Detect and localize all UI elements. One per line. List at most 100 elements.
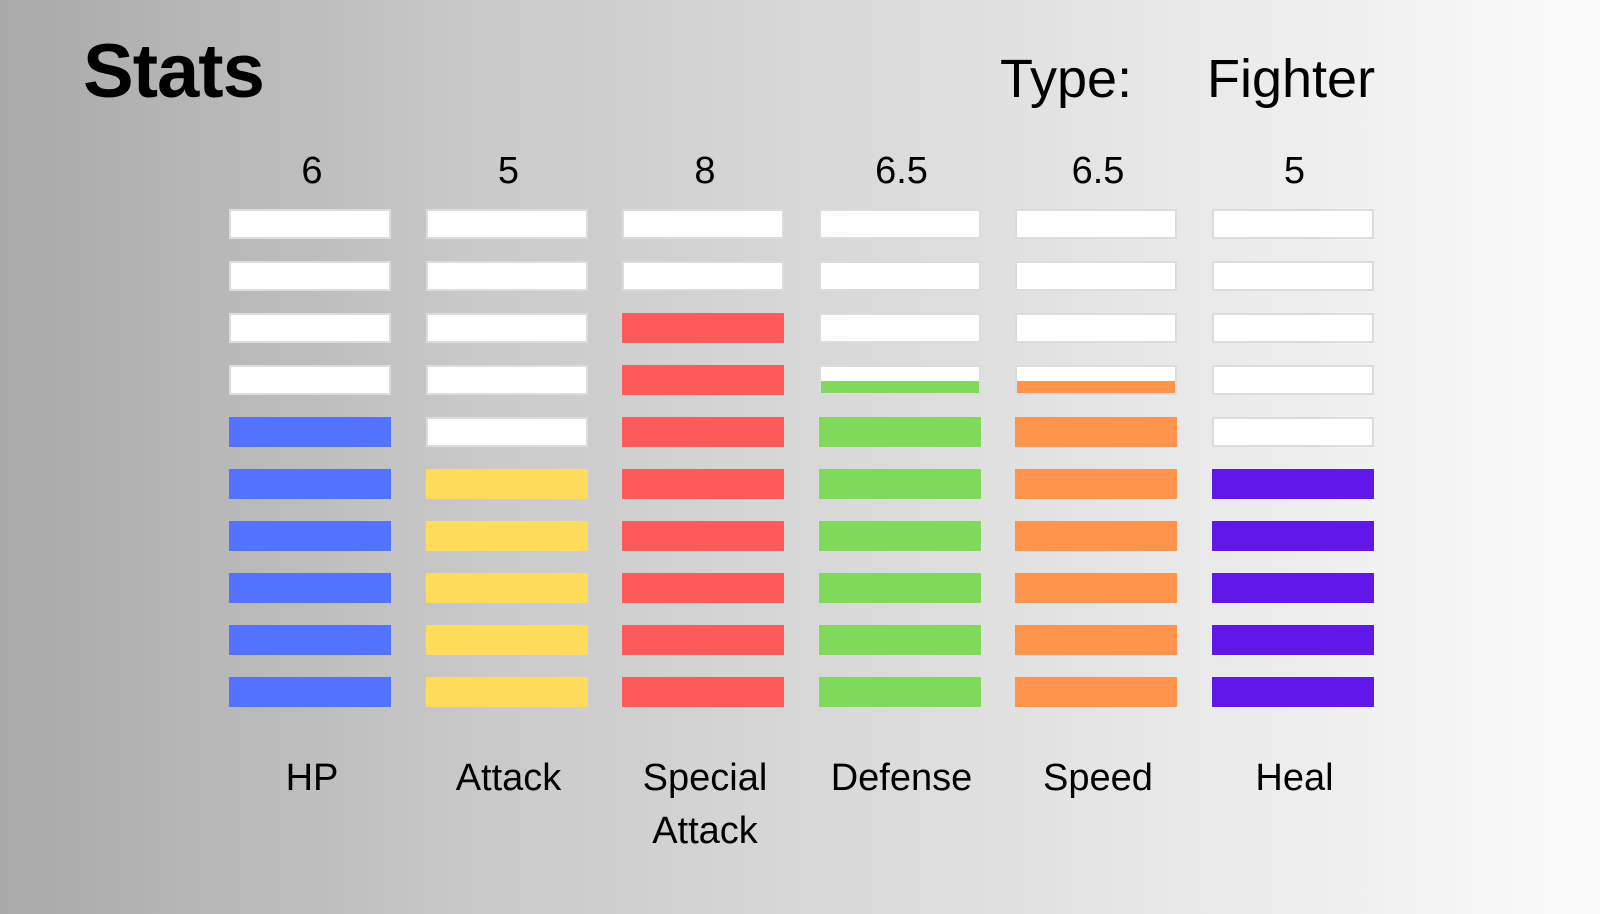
stat-segment (229, 677, 391, 707)
page-title: Stats (83, 29, 265, 114)
stat-segment-fill (427, 627, 586, 653)
stat-value-hp: 6 (301, 150, 323, 192)
stat-segment-fill (820, 523, 979, 549)
stat-segment (622, 365, 784, 395)
stat-segment (1015, 365, 1177, 395)
stat-segment-fill (1017, 575, 1175, 601)
stat-segment-fill (1017, 381, 1175, 393)
stat-segment (229, 469, 391, 499)
stat-segment (425, 313, 588, 343)
stat-segment-fill (231, 523, 389, 549)
stat-segment (818, 677, 981, 707)
stat-segment (1211, 521, 1374, 551)
stat-value-heal: 5 (1283, 150, 1306, 192)
stat-label-hp: HP (285, 757, 339, 799)
stat-segment-fill (1213, 627, 1372, 653)
stat-segment (622, 573, 784, 603)
stat-segment (229, 573, 391, 603)
stat-label-defense: Defense (830, 757, 973, 799)
stat-segment-fill (820, 419, 979, 445)
stat-segment (425, 209, 588, 239)
stat-segment-fill (231, 419, 389, 445)
stat-segment (818, 573, 981, 603)
stat-segment (622, 677, 784, 707)
type-label: Type: (1000, 49, 1133, 109)
stat-segment-fill (1017, 679, 1175, 705)
stat-value-speed: 6.5 (1071, 150, 1125, 192)
stat-segment-fill (427, 679, 586, 705)
stat-segment (818, 625, 981, 655)
stat-segment (229, 521, 391, 551)
stat-segment (229, 625, 391, 655)
stat-segment (229, 209, 391, 239)
stat-value-attack: 5 (497, 150, 520, 192)
stat-segment (425, 521, 588, 551)
stat-segment (1015, 469, 1177, 499)
stat-segment-fill (231, 679, 389, 705)
stat-segment (818, 261, 981, 291)
stat-segment-fill (820, 471, 979, 497)
stat-segment (622, 261, 784, 291)
stat-segment-fill (624, 679, 782, 705)
stat-segment (1211, 573, 1374, 603)
stat-segment (229, 261, 391, 291)
stat-segment-fill (624, 419, 782, 445)
stat-segment-fill (1017, 627, 1175, 653)
stat-segment-fill (820, 679, 979, 705)
stat-segment-fill (820, 627, 979, 653)
stat-segment (425, 417, 588, 447)
stat-segment-fill (427, 575, 586, 601)
stat-segment (1015, 313, 1177, 343)
stat-segment-fill (624, 523, 782, 549)
stat-segment (622, 417, 784, 447)
stat-segment (818, 365, 981, 395)
stat-segment (622, 313, 784, 343)
stat-segment-fill (1213, 679, 1372, 705)
stat-segment (1015, 625, 1177, 655)
stat-segment-fill (624, 575, 782, 601)
stat-segment (818, 521, 981, 551)
stat-segment (425, 261, 588, 291)
stat-segment-fill (1213, 575, 1372, 601)
stat-segment (622, 521, 784, 551)
stat-segment (818, 209, 981, 239)
stat-segment (1015, 521, 1177, 551)
stat-label-speed: Speed (1043, 757, 1153, 799)
stat-segment (1015, 573, 1177, 603)
stat-segment (425, 469, 588, 499)
stat-segment-fill (624, 627, 782, 653)
stat-segment (818, 417, 981, 447)
stat-segment-fill (231, 471, 389, 497)
stat-label-attack: Attack (455, 757, 562, 799)
stat-segment (622, 209, 784, 239)
stat-label-special-attack: Special Attack (642, 757, 768, 853)
stat-segment (229, 313, 391, 343)
stat-segment (1211, 677, 1374, 707)
stat-segment-fill (1213, 471, 1372, 497)
stat-segment (1211, 469, 1374, 499)
stat-segment (1015, 261, 1177, 291)
stat-value-defense: 6.5 (875, 150, 928, 192)
stat-segment-fill (820, 381, 979, 393)
stat-segment (1015, 677, 1177, 707)
stat-segment (229, 417, 391, 447)
stat-segment (818, 469, 981, 499)
stat-segment (1015, 417, 1177, 447)
stat-segment (425, 625, 588, 655)
stat-segment-fill (427, 523, 586, 549)
stat-segment (229, 365, 391, 395)
stat-segment (425, 677, 588, 707)
stat-segment-fill (1213, 523, 1372, 549)
stat-segment-fill (624, 315, 782, 341)
stat-segment (1211, 313, 1374, 343)
stat-segment-fill (1017, 419, 1175, 445)
stat-segment (425, 365, 588, 395)
stat-label-heal: Heal (1255, 757, 1334, 799)
stat-segment (1211, 625, 1374, 655)
stat-segment (818, 313, 981, 343)
stat-segment (1211, 365, 1374, 395)
stat-segment (622, 469, 784, 499)
stat-segment (622, 625, 784, 655)
stat-segment (1015, 209, 1177, 239)
type-value: Fighter (1207, 49, 1376, 109)
